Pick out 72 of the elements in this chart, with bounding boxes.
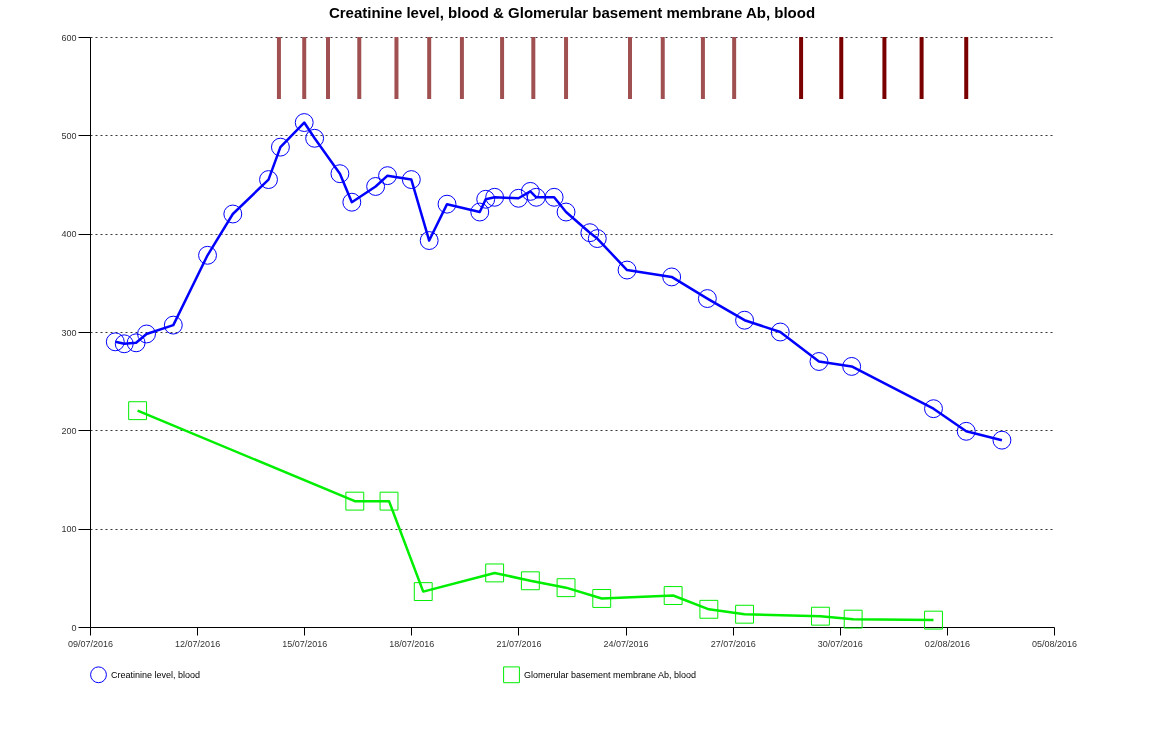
x-tick-label: 24/07/2016: [603, 638, 649, 649]
x-tick-label: 30/07/2016: [817, 638, 863, 649]
point: [617, 260, 637, 280]
point: [413, 582, 433, 602]
chart-title: Creatinine level, blood & Glomerular basement membrane Ab, blood: [328, 4, 816, 21]
x-tick-label: 09/07/2016: [67, 638, 114, 649]
point: [345, 491, 365, 511]
point: [137, 324, 156, 344]
point: [294, 113, 314, 132]
point: [662, 267, 682, 287]
point: [485, 187, 505, 207]
point: [842, 356, 862, 376]
legend-label: Creatinine level, blood: [111, 669, 201, 680]
point: [401, 170, 421, 190]
point: [735, 310, 755, 330]
point: [810, 606, 830, 626]
y-tick-label: 500: [61, 130, 77, 141]
point: [556, 202, 576, 222]
point: [330, 164, 350, 184]
point: [163, 315, 183, 335]
point: [223, 204, 243, 224]
point: [509, 188, 528, 208]
x-tick-label: 05/08/2016: [1031, 638, 1078, 649]
x-tick-label: 02/08/2016: [924, 638, 970, 649]
point: [128, 401, 148, 421]
point: [663, 586, 683, 605]
y-tick-label: 400: [61, 229, 77, 240]
point: [697, 289, 717, 308]
point: [342, 192, 362, 212]
point: [485, 563, 505, 583]
point: [843, 609, 863, 629]
point: [956, 421, 976, 441]
point: [587, 229, 607, 249]
point: [526, 187, 546, 207]
point: [992, 430, 1012, 450]
legend-label: Glomerular basement membrane Ab, blood: [524, 669, 697, 680]
y-tick-label: 200: [61, 425, 77, 436]
y-tick-label: 0: [71, 622, 77, 633]
point: [470, 202, 490, 222]
point: [419, 231, 439, 250]
point: [379, 491, 399, 511]
x-tick-label: 12/07/2016: [175, 638, 221, 649]
point: [580, 223, 600, 243]
y-tick-label: 100: [61, 524, 77, 535]
point: [520, 571, 540, 591]
point: [126, 333, 146, 353]
point: [437, 194, 457, 214]
point: [305, 128, 325, 148]
point: [378, 166, 397, 186]
point: [924, 399, 943, 419]
point: [366, 177, 386, 196]
point: [259, 170, 278, 190]
point: [735, 604, 755, 624]
point: [592, 589, 612, 608]
point: [699, 599, 719, 619]
point: [105, 332, 125, 352]
point: [809, 352, 829, 371]
point: [198, 245, 217, 265]
point: [544, 187, 564, 207]
point: [770, 322, 790, 342]
point: [556, 578, 576, 598]
point: [476, 189, 496, 209]
point: [924, 610, 943, 630]
y-tick-label: 600: [61, 32, 77, 43]
x-tick-label: 21/07/2016: [496, 638, 542, 649]
x-tick-label: 18/07/2016: [389, 638, 435, 649]
x-tick-label: 15/07/2016: [282, 638, 328, 649]
point: [520, 181, 540, 201]
point: [114, 334, 134, 354]
x-tick-label: 27/07/2016: [710, 638, 756, 649]
point: [270, 137, 290, 157]
y-tick-label: 300: [61, 327, 77, 338]
